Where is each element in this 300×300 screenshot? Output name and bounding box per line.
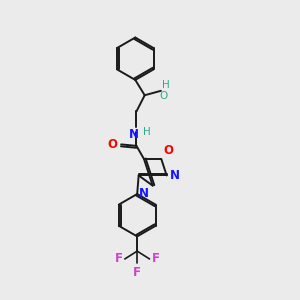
Text: F: F <box>152 253 160 266</box>
Text: N: N <box>129 128 139 141</box>
Text: N: N <box>170 169 180 182</box>
Text: O: O <box>108 138 118 151</box>
Text: F: F <box>133 266 141 279</box>
Text: F: F <box>115 253 122 266</box>
Text: O: O <box>159 91 168 101</box>
Text: N: N <box>139 187 149 200</box>
Text: H: H <box>143 127 151 137</box>
Text: O: O <box>164 144 174 157</box>
Text: H: H <box>162 80 170 90</box>
